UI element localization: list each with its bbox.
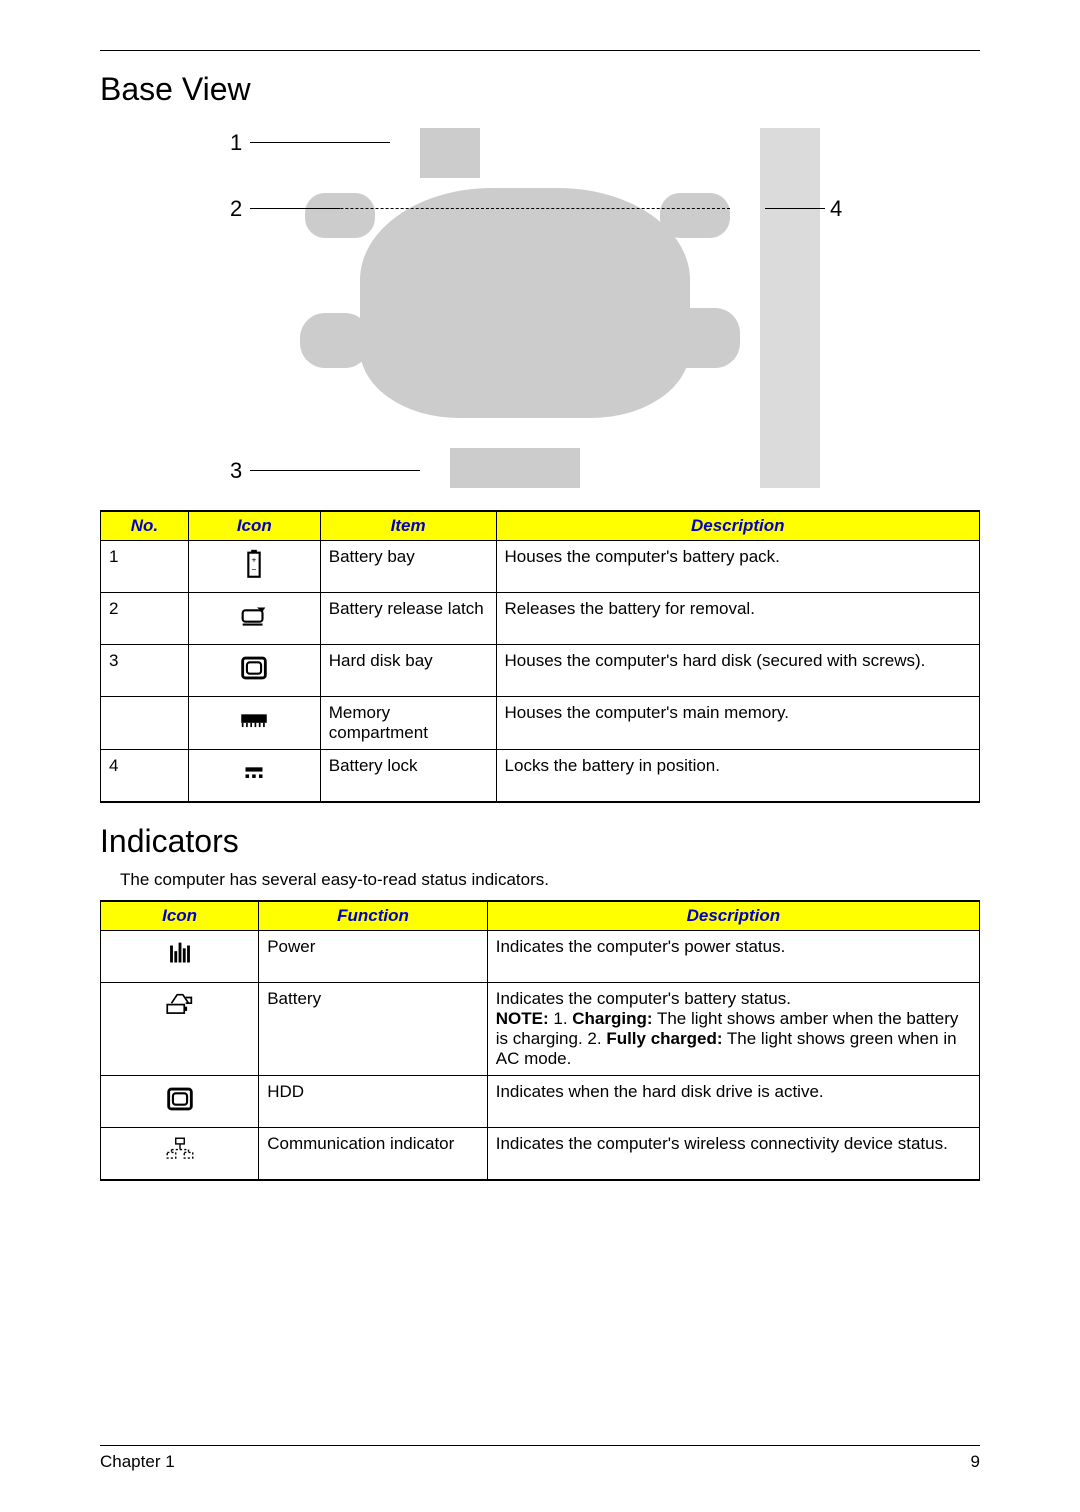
memory-icon xyxy=(237,703,271,737)
callout-4: 4 xyxy=(830,196,842,222)
bottom-rule xyxy=(100,1445,980,1446)
indicators-intro: The computer has several easy-to-read st… xyxy=(120,870,980,890)
table-row: Power Indicates the computer's power sta… xyxy=(101,931,980,983)
svg-text:−: − xyxy=(252,565,257,575)
page-footer: Chapter 1 9 xyxy=(100,1445,980,1472)
desc-cell: Indicates the computer's battery status.… xyxy=(487,983,979,1076)
table-row: Battery Indicates the computer's battery… xyxy=(101,983,980,1076)
callout-3: 3 xyxy=(230,458,242,484)
hdd-bay-icon xyxy=(237,651,271,685)
table-row: 4 Battery lock Locks the battery in posi… xyxy=(101,750,980,803)
section-title-indicators: Indicators xyxy=(100,823,980,860)
desc-cell: Indicates the computer's wireless connec… xyxy=(487,1128,979,1181)
battery-lock-icon xyxy=(237,756,271,790)
table-row: 2 Battery release latch Releases the bat… xyxy=(101,593,980,645)
th2-desc: Description xyxy=(487,901,979,931)
th-no: No. xyxy=(101,511,189,541)
table-row: 3 Hard disk bay Houses the computer's ha… xyxy=(101,645,980,697)
table-row: 1 +− Battery bay Houses the computer's b… xyxy=(101,541,980,593)
desc-cell: Indicates when the hard disk drive is ac… xyxy=(487,1076,979,1128)
footer-chapter: Chapter 1 xyxy=(100,1452,175,1472)
footer-page-number: 9 xyxy=(971,1452,980,1472)
battery-bay-icon: +− xyxy=(237,547,271,581)
indicators-table: Icon Function Description Power Indicate… xyxy=(100,900,980,1181)
top-rule xyxy=(100,50,980,51)
table-row: HDD Indicates when the hard disk drive i… xyxy=(101,1076,980,1128)
comm-icon xyxy=(163,1134,197,1168)
th2-icon: Icon xyxy=(101,901,259,931)
table-header-row: Icon Function Description xyxy=(101,901,980,931)
th-desc: Description xyxy=(496,511,979,541)
th-item: Item xyxy=(320,511,496,541)
base-view-figure: 1 2 3 4 xyxy=(220,118,860,498)
base-view-table: No. Icon Item Description 1 +− Battery b… xyxy=(100,510,980,803)
table-row: Communication indicator Indicates the co… xyxy=(101,1128,980,1181)
battery-latch-icon xyxy=(237,599,271,633)
th-icon: Icon xyxy=(188,511,320,541)
th2-func: Function xyxy=(259,901,488,931)
section-title-base-view: Base View xyxy=(100,71,980,108)
callout-1: 1 xyxy=(230,130,242,156)
callout-2: 2 xyxy=(230,196,242,222)
svg-text:+: + xyxy=(252,555,257,565)
desc-cell: Indicates the computer's power status. xyxy=(487,931,979,983)
hdd-icon xyxy=(163,1082,197,1116)
page: Base View 1 2 3 4 No. Icon Item Descript… xyxy=(0,0,1080,1512)
battery-ind-icon xyxy=(163,989,197,1023)
table-header-row: No. Icon Item Description xyxy=(101,511,980,541)
table-row: Memory compartment Houses the computer's… xyxy=(101,697,980,750)
power-icon xyxy=(163,937,197,971)
